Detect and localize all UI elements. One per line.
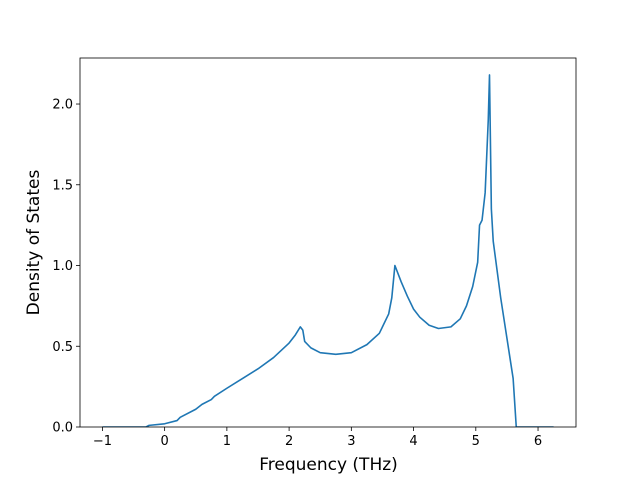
line [102,74,554,427]
x-tick-label: 2 [285,434,293,449]
x-axis-label: Frequency (THz) [259,455,398,475]
x-tick-label: 4 [409,434,417,449]
plot-frame [79,57,577,428]
x-tick-label: 6 [534,434,542,449]
y-axis-label: Density of States [24,170,44,316]
y-tick-label: 2.0 [52,98,73,113]
y-tick-label: 0.0 [52,421,73,436]
x-tick-label: 1 [223,434,231,449]
x-tick-label: 5 [472,434,480,449]
y-tick-label: 0.5 [52,340,73,355]
x-tick-label: 3 [347,434,355,449]
x-tick-label: 0 [160,434,168,449]
y-tick-label: 1.5 [52,178,73,193]
x-tick-label: −1 [93,434,112,449]
y-tick-label: 1.0 [52,259,73,274]
